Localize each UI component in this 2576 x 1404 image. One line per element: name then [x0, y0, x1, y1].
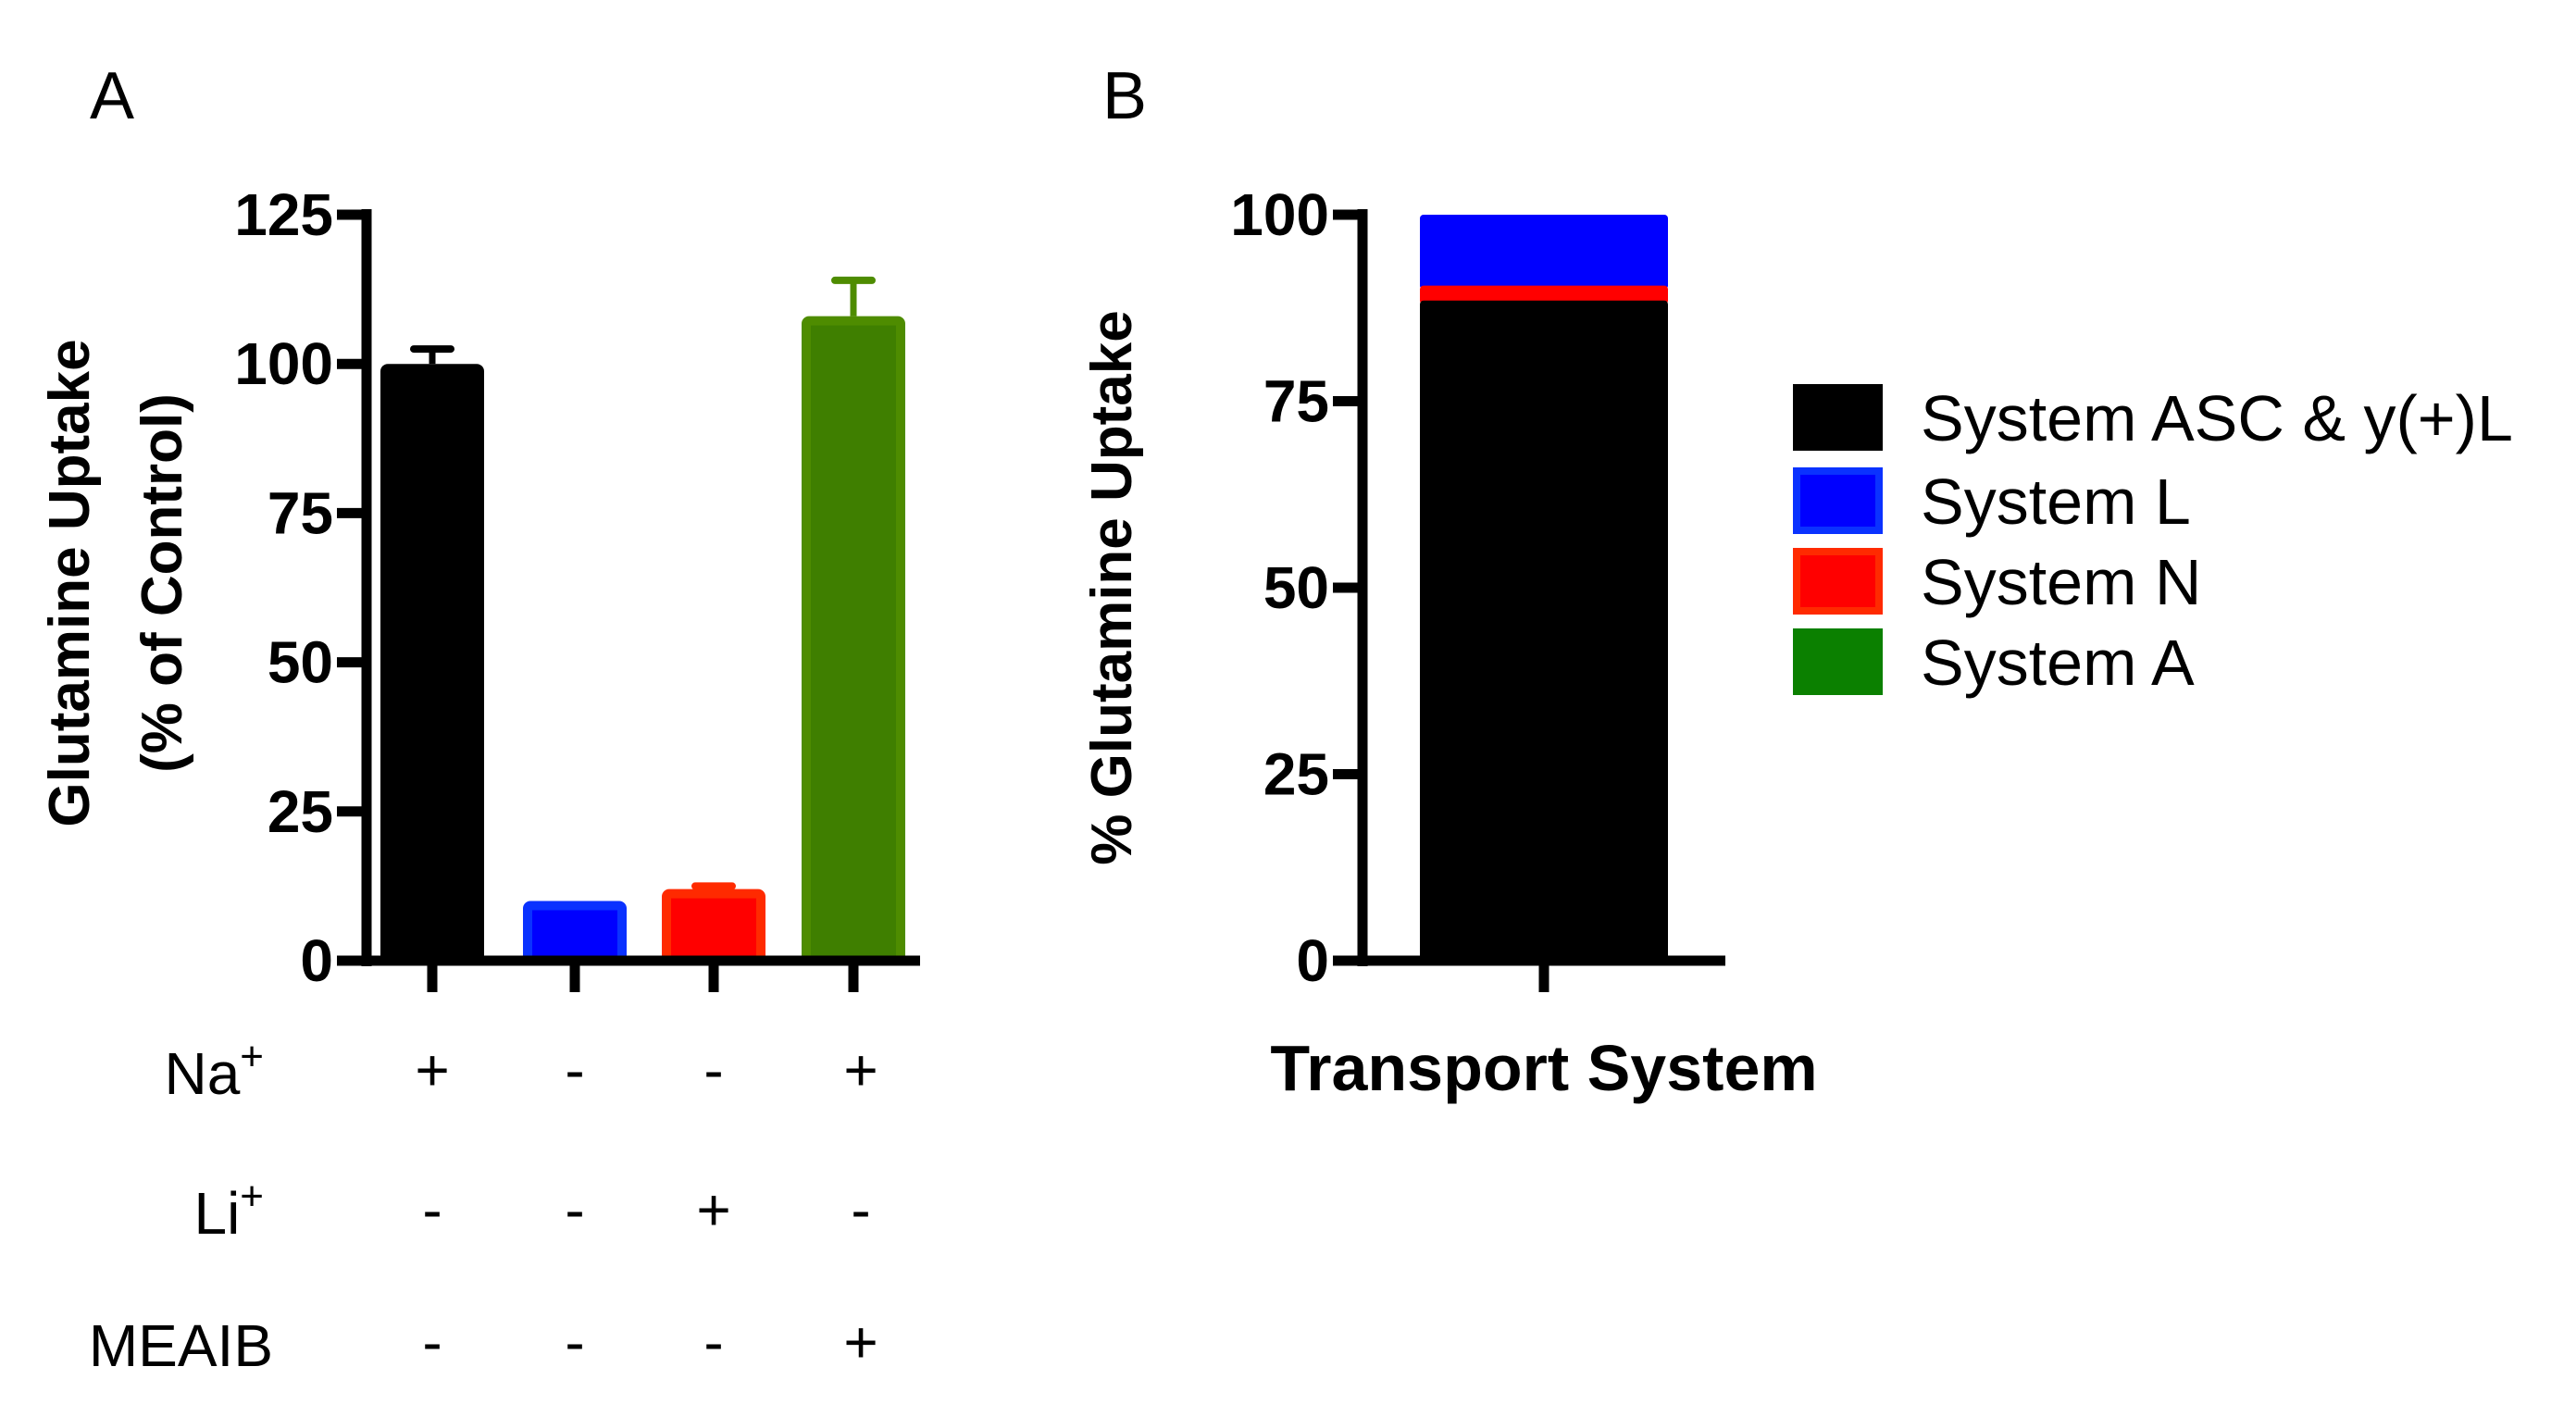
a-bar: [662, 888, 765, 966]
b-y-tick-label: 75: [1263, 368, 1329, 435]
condition-value: +: [843, 1037, 877, 1103]
a-y-tick-label: 0: [300, 927, 333, 994]
b-y-tick-label: 50: [1263, 554, 1329, 621]
condition-value: -: [422, 1309, 442, 1375]
panel-a: 0 25 50 75 100 125 Glutamine Uptake (% of Con…: [38, 181, 920, 1379]
legend-label: System L: [1921, 466, 2191, 538]
condition-superscript: +: [240, 1034, 264, 1079]
condition-name: MEAIB: [89, 1312, 273, 1379]
condition-value: -: [565, 1037, 584, 1103]
condition-label: Na+: [164, 1034, 264, 1107]
b-bar-segment: [1420, 300, 1668, 961]
b-y-label: % Glutamine Uptake: [1080, 310, 1144, 864]
condition-label: MEAIB: [89, 1312, 273, 1379]
legend-swatch: [1793, 548, 1883, 615]
panel-b-label: B: [1102, 59, 1147, 133]
condition-value: -: [565, 1309, 584, 1375]
condition-value: +: [843, 1309, 877, 1375]
b-bar-segment: [1420, 285, 1668, 304]
condition-value: -: [703, 1309, 723, 1375]
condition-name: Na: [164, 1040, 240, 1107]
legend-label: System ASC & y(+)L: [1921, 382, 2513, 454]
a-y-label-line2: (% of Control): [131, 393, 194, 773]
a-bar: [802, 316, 905, 965]
a-y-tick-label: 25: [268, 778, 333, 845]
condition-name: Li: [193, 1180, 240, 1247]
condition-value: -: [565, 1176, 584, 1243]
b-x-label: Transport System: [1270, 1032, 1817, 1104]
b-y-tick-label: 100: [1230, 181, 1329, 248]
legend-swatch: [1793, 467, 1883, 534]
a-bar: [380, 364, 484, 965]
panel-b: 0 25 50 75 100 % Glutamine Uptake Transport …: [1080, 181, 2513, 1104]
legend-label: System N: [1921, 546, 2201, 618]
a-y-tick-label: 100: [234, 330, 333, 397]
a-y-tick-label: 125: [234, 181, 333, 248]
b-y-tick-label: 0: [1296, 927, 1329, 994]
condition-label: Li+: [193, 1174, 264, 1247]
legend-label: System A: [1921, 627, 2195, 699]
a-y-label-line1: Glutamine Uptake: [38, 339, 102, 826]
condition-value: -: [851, 1176, 870, 1243]
panel-a-label: A: [90, 59, 134, 133]
legend-swatch: [1793, 628, 1883, 695]
legend-swatch: [1793, 384, 1883, 451]
condition-value: +: [696, 1176, 730, 1243]
condition-superscript: +: [240, 1174, 264, 1219]
condition-value: -: [422, 1176, 442, 1243]
condition-value: +: [415, 1037, 449, 1103]
a-y-tick-label: 75: [268, 479, 333, 546]
condition-value: -: [703, 1037, 723, 1103]
b-bar-segment: [1420, 215, 1668, 290]
a-bar: [523, 901, 627, 966]
a-y-tick-label: 50: [268, 629, 333, 696]
b-y-tick-label: 25: [1263, 741, 1329, 808]
